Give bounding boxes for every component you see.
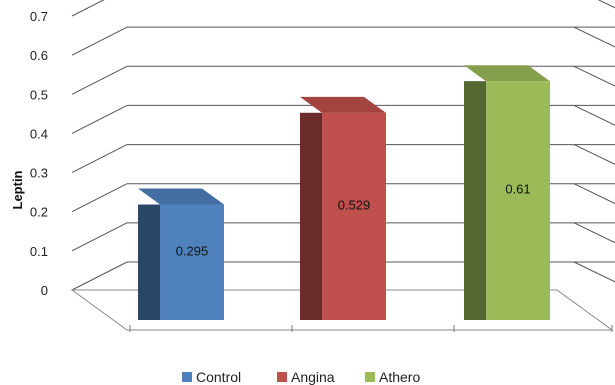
legend-item-angina: Angina bbox=[277, 369, 335, 385]
y-tick-label: 0.1 bbox=[30, 244, 48, 259]
bar-front bbox=[486, 81, 550, 320]
bar-angina: 0.529 bbox=[300, 96, 386, 320]
gridline-side bbox=[71, 261, 128, 291]
gridline-wall bbox=[573, 65, 615, 87]
bar-top bbox=[464, 65, 550, 82]
bar-athero: 0.61 bbox=[464, 65, 550, 320]
y-tick-label: 0.6 bbox=[30, 48, 48, 63]
gridline-wall bbox=[573, 26, 615, 48]
bars: 0.295 0.529 0.61 bbox=[138, 65, 550, 320]
gridline-wall bbox=[573, 261, 615, 283]
gridline-wall bbox=[573, 183, 615, 205]
bar-top bbox=[138, 188, 224, 205]
gridline-side bbox=[71, 65, 128, 95]
gridline-side bbox=[71, 104, 128, 134]
gridline-wall bbox=[573, 144, 615, 165]
gridline-side bbox=[71, 26, 128, 56]
legend-swatch bbox=[277, 372, 287, 382]
gridline-wall bbox=[597, 0, 615, 9]
data-label: 0.529 bbox=[338, 197, 371, 212]
y-axis-ticks: 0 0.1 0.2 0.3 0.4 0.5 0.6 0.7 bbox=[30, 9, 48, 298]
y-tick-label: 0.3 bbox=[30, 166, 48, 181]
gridline-wall bbox=[573, 222, 615, 244]
y-tick-label: 0.5 bbox=[30, 87, 48, 102]
legend-label: Angina bbox=[291, 369, 335, 385]
y-tick-label: 0.4 bbox=[30, 126, 48, 141]
y-axis-label: Leptin bbox=[10, 170, 25, 209]
legend-label: Control bbox=[196, 369, 241, 385]
data-label: 0.61 bbox=[505, 182, 530, 197]
legend-swatch bbox=[365, 372, 375, 382]
y-tick-label: 0.7 bbox=[30, 9, 48, 24]
data-label: 0.295 bbox=[176, 243, 209, 258]
gridline-wall bbox=[573, 104, 615, 126]
y-tick-label: 0.2 bbox=[30, 205, 48, 220]
legend-swatch bbox=[182, 372, 192, 382]
gridline-side bbox=[71, 222, 128, 252]
bar-control: 0.295 bbox=[138, 188, 224, 320]
bar-front bbox=[160, 204, 224, 320]
legend-item-control: Control bbox=[182, 369, 241, 385]
legend: Control Angina Athero bbox=[182, 369, 420, 385]
gridline-side bbox=[71, 183, 128, 213]
bar-side-face bbox=[300, 112, 322, 320]
y-tick-label: 0 bbox=[41, 283, 48, 298]
bar-top bbox=[300, 96, 386, 113]
gridline-side bbox=[71, 144, 128, 174]
gridline-side bbox=[71, 0, 105, 17]
bar-side-face bbox=[138, 204, 160, 320]
legend-label: Athero bbox=[379, 369, 420, 385]
bar-front bbox=[322, 112, 386, 320]
legend-item-athero: Athero bbox=[365, 369, 420, 385]
bar-side-face bbox=[464, 81, 486, 320]
